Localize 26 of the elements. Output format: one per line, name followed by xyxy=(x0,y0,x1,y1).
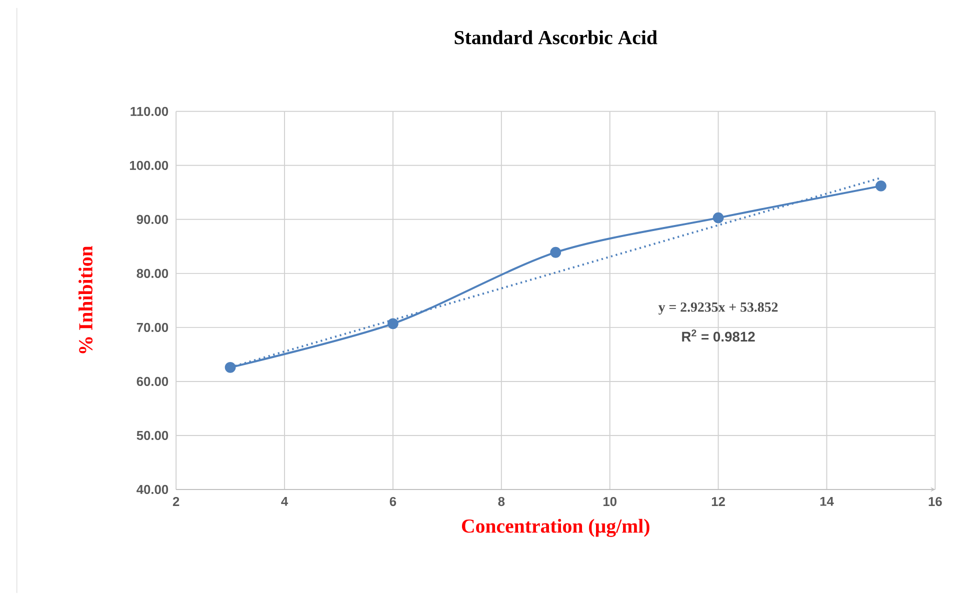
annotation: y = 2.9235x + 53.852 xyxy=(658,302,778,315)
point xyxy=(224,362,236,373)
y-tick-label: 80.00 xyxy=(136,268,168,278)
y-tick-label: 100.00 xyxy=(130,160,168,170)
x-tick-label: 12 xyxy=(712,496,725,506)
x-tick-label: 4 xyxy=(281,496,288,506)
x-tick-label: 8 xyxy=(498,496,505,506)
point xyxy=(388,318,398,330)
x-tick-label: 10 xyxy=(603,496,616,506)
y-tick-label: 70.00 xyxy=(136,322,168,332)
y-tick-label: 90.00 xyxy=(136,214,168,224)
x-tick-label: 14 xyxy=(820,496,834,506)
x-tick-label: 6 xyxy=(390,496,396,506)
y-axis-title: % Inhibition xyxy=(78,246,93,354)
point xyxy=(550,246,562,258)
x-axis-title: Concentration (µg/ml) xyxy=(462,518,650,538)
point xyxy=(712,212,724,224)
y-tick-label: 110.00 xyxy=(130,106,168,116)
y-tick-label: 60.00 xyxy=(136,376,168,386)
annotation: R$^{2}$ = 0.9812 xyxy=(682,330,755,342)
x-tick-label: 16 xyxy=(928,496,942,506)
y-tick-label: 50.00 xyxy=(136,430,168,440)
point xyxy=(876,180,886,192)
chart-title: Standard Ascorbic Acid xyxy=(454,30,658,44)
y-tick-label: 40.00 xyxy=(136,484,168,494)
x-tick-label: 2 xyxy=(172,496,180,506)
